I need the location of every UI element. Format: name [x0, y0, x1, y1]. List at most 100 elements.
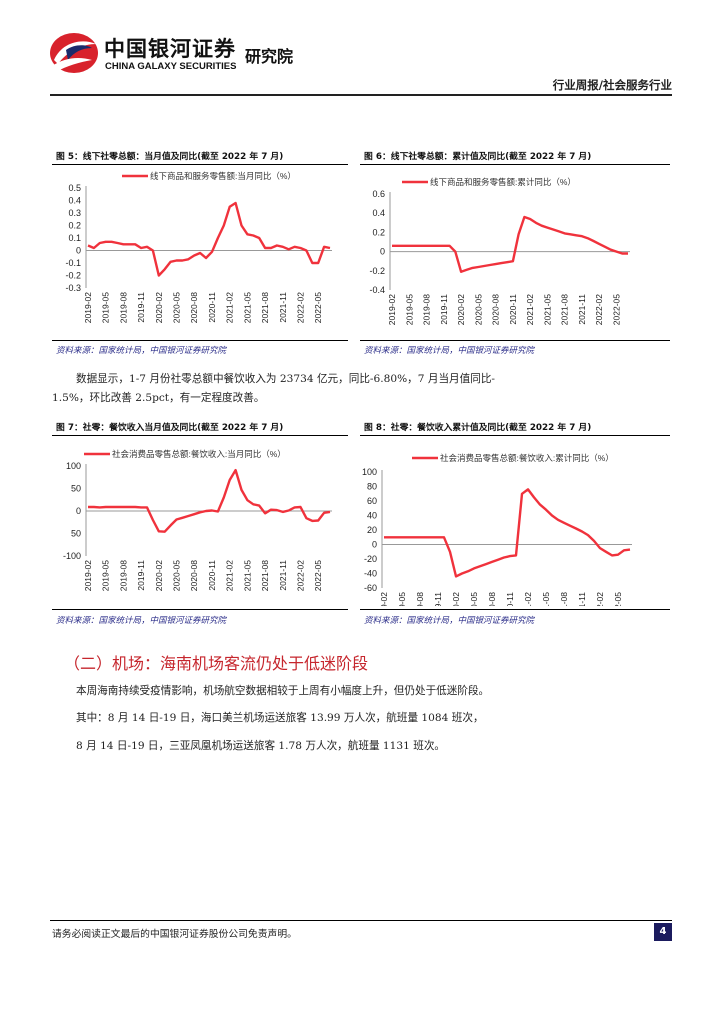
- figure-7-title: 图 7：社零：餐饮收入当月值及同比(截至 2022 年 7 月): [56, 423, 284, 433]
- paragraph-1-line-1: 数据显示，1-7 月份社零总额中餐饮收入为 23734 亿元，同比-6.80%，…: [76, 373, 495, 385]
- x-tick-label: 2022-05: [613, 592, 623, 606]
- figure-5-bottom-rule: [52, 340, 348, 341]
- x-tick-label: 2021-05: [542, 294, 552, 325]
- x-tick-label: 2022-02: [595, 592, 605, 606]
- y-tick-label: -0.4: [369, 285, 385, 295]
- x-tick-label: 2022-05: [611, 294, 621, 325]
- y-tick-label: 0.4: [372, 208, 385, 218]
- x-tick-label: 2021-11: [278, 292, 288, 323]
- x-tick-label: 2020-02: [456, 294, 466, 325]
- x-tick-label: 2019-02: [379, 592, 389, 606]
- y-tick-label: -100: [63, 551, 81, 561]
- x-tick-label: 2021-02: [225, 560, 235, 591]
- x-tick-label: 2019-08: [415, 592, 425, 606]
- x-tick-label: 2020-05: [469, 592, 479, 606]
- page-number: 4: [654, 923, 672, 941]
- x-tick-label: 2022-05: [313, 560, 323, 591]
- y-tick-label: -0.3: [65, 283, 81, 293]
- x-tick-label: 2019-11: [439, 294, 449, 325]
- footer-rule: [50, 920, 672, 921]
- x-tick-label: 2020-05: [172, 292, 182, 323]
- x-tick-label: 2019-08: [118, 292, 128, 323]
- x-tick-label: 2022-02: [594, 294, 604, 325]
- paragraph-4: 8 月 14 日-19 日，三亚凤凰机场运送旅客 1.78 万人次，航班量 11…: [76, 740, 446, 752]
- x-tick-label: 2020-02: [451, 592, 461, 606]
- legend-label: 社会消费品零售总额:餐饮收入:累计同比（%）: [440, 453, 614, 463]
- x-tick-label: 2021-05: [242, 292, 252, 323]
- x-tick-label: 2021-11: [577, 294, 587, 325]
- x-tick-label: 2019-02: [83, 560, 93, 591]
- figure-7-source: 资料来源：国家统计局，中国银河证券研究院: [56, 616, 227, 626]
- y-tick-label: -60: [364, 583, 377, 593]
- x-tick-label: 2019-05: [397, 592, 407, 606]
- x-tick-label: 2021-05: [541, 592, 551, 606]
- y-tick-label: -0.2: [369, 266, 385, 276]
- y-tick-label: 0.5: [68, 183, 81, 193]
- x-tick-label: 2021-08: [559, 592, 569, 606]
- header-rule: [50, 94, 672, 96]
- x-tick-label: 2019-02: [387, 294, 397, 325]
- report-category: 行业周报/社会服务行业: [552, 78, 672, 92]
- y-tick-label: 0: [76, 506, 81, 516]
- x-tick-label: 2020-02: [154, 292, 164, 323]
- x-tick-label: 2019-11: [136, 560, 146, 591]
- x-tick-label: 2021-02: [225, 292, 235, 323]
- y-tick-label: 80: [367, 482, 377, 492]
- y-tick-label: 0.2: [68, 221, 81, 231]
- figure-6-bottom-rule: [360, 340, 670, 341]
- figure-8-chart: 100 80 60 40 20 0 -20 -40 -602019-02 2019-05 2019-…: [362, 453, 632, 606]
- x-tick-label: 2019-11: [136, 292, 146, 323]
- series-line: [87, 201, 331, 277]
- y-tick-label: 40: [367, 511, 377, 521]
- x-tick-label: 2021-02: [525, 294, 535, 325]
- x-tick-label: 2019-02: [83, 292, 93, 323]
- y-tick-label: -20: [364, 554, 377, 564]
- y-tick-label: 100: [66, 461, 81, 471]
- x-tick-label: 2021-08: [560, 294, 570, 325]
- x-tick-label: 2022-05: [313, 292, 323, 323]
- x-tick-label: 2020-08: [487, 592, 497, 606]
- y-tick-label: -0.2: [65, 271, 81, 281]
- x-tick-label: 2020-11: [207, 292, 217, 323]
- x-tick-label: 2021-05: [242, 560, 252, 591]
- figure-8-source: 资料来源：国家统计局，中国银河证券研究院: [364, 616, 535, 626]
- y-tick-label: -0.1: [65, 258, 81, 268]
- x-tick-label: 2020-05: [172, 560, 182, 591]
- figure-7-title-rule: [52, 435, 348, 436]
- figure-6-source: 资料来源：国家统计局，中国银河证券研究院: [364, 346, 535, 356]
- y-tick-label: 20: [367, 525, 377, 535]
- figure-5-source: 资料来源：国家统计局，中国银河证券研究院: [56, 346, 227, 356]
- company-name-en: CHINA GALAXY SECURITIES: [105, 61, 237, 72]
- x-tick-label: 2020-08: [491, 294, 501, 325]
- y-tick-label: 50: [71, 529, 81, 539]
- x-tick-label: 2019-08: [422, 294, 432, 325]
- figure-7-bottom-rule: [52, 609, 348, 610]
- x-tick-label: 2020-08: [189, 560, 199, 591]
- series-line: [384, 488, 631, 578]
- y-tick-label: 0: [380, 247, 385, 257]
- y-tick-label: 0.3: [68, 208, 81, 218]
- company-logo-mark: [48, 30, 100, 76]
- figure-8-bottom-rule: [360, 609, 670, 610]
- paragraph-1-line-2: 1.5%，环比改善 2.5pct，有一定程度改善。: [52, 392, 265, 404]
- figure-6-title: 图 6：线下社零总额：累计值及同比(截至 2022 年 7 月): [364, 152, 592, 162]
- y-tick-label: 100: [362, 467, 377, 477]
- x-tick-label: 2021-11: [577, 592, 587, 606]
- x-tick-label: 2019-05: [101, 560, 111, 591]
- y-tick-label: 0: [372, 540, 377, 550]
- y-tick-label: 0.4: [68, 196, 81, 206]
- x-tick-label: 2022-02: [295, 292, 305, 323]
- figure-8-title-rule: [360, 435, 670, 436]
- series-line: [88, 468, 331, 533]
- y-tick-label: 60: [367, 496, 377, 506]
- x-tick-label: 2019-05: [101, 292, 111, 323]
- legend-label: 线下商品和服务零售额:累计同比（%）: [430, 177, 576, 187]
- y-tick-label: 0.2: [372, 227, 385, 237]
- x-tick-label: 2019-05: [404, 294, 414, 325]
- y-tick-label: 0: [76, 246, 81, 256]
- section-heading: （二）机场：海南机场客流仍处于低迷阶段: [64, 654, 369, 673]
- paragraph-3: 其中：8 月 14 日-19 日，海口美兰机场运送旅客 13.99 万人次，航班…: [76, 712, 484, 724]
- x-tick-label: 2021-08: [260, 292, 270, 323]
